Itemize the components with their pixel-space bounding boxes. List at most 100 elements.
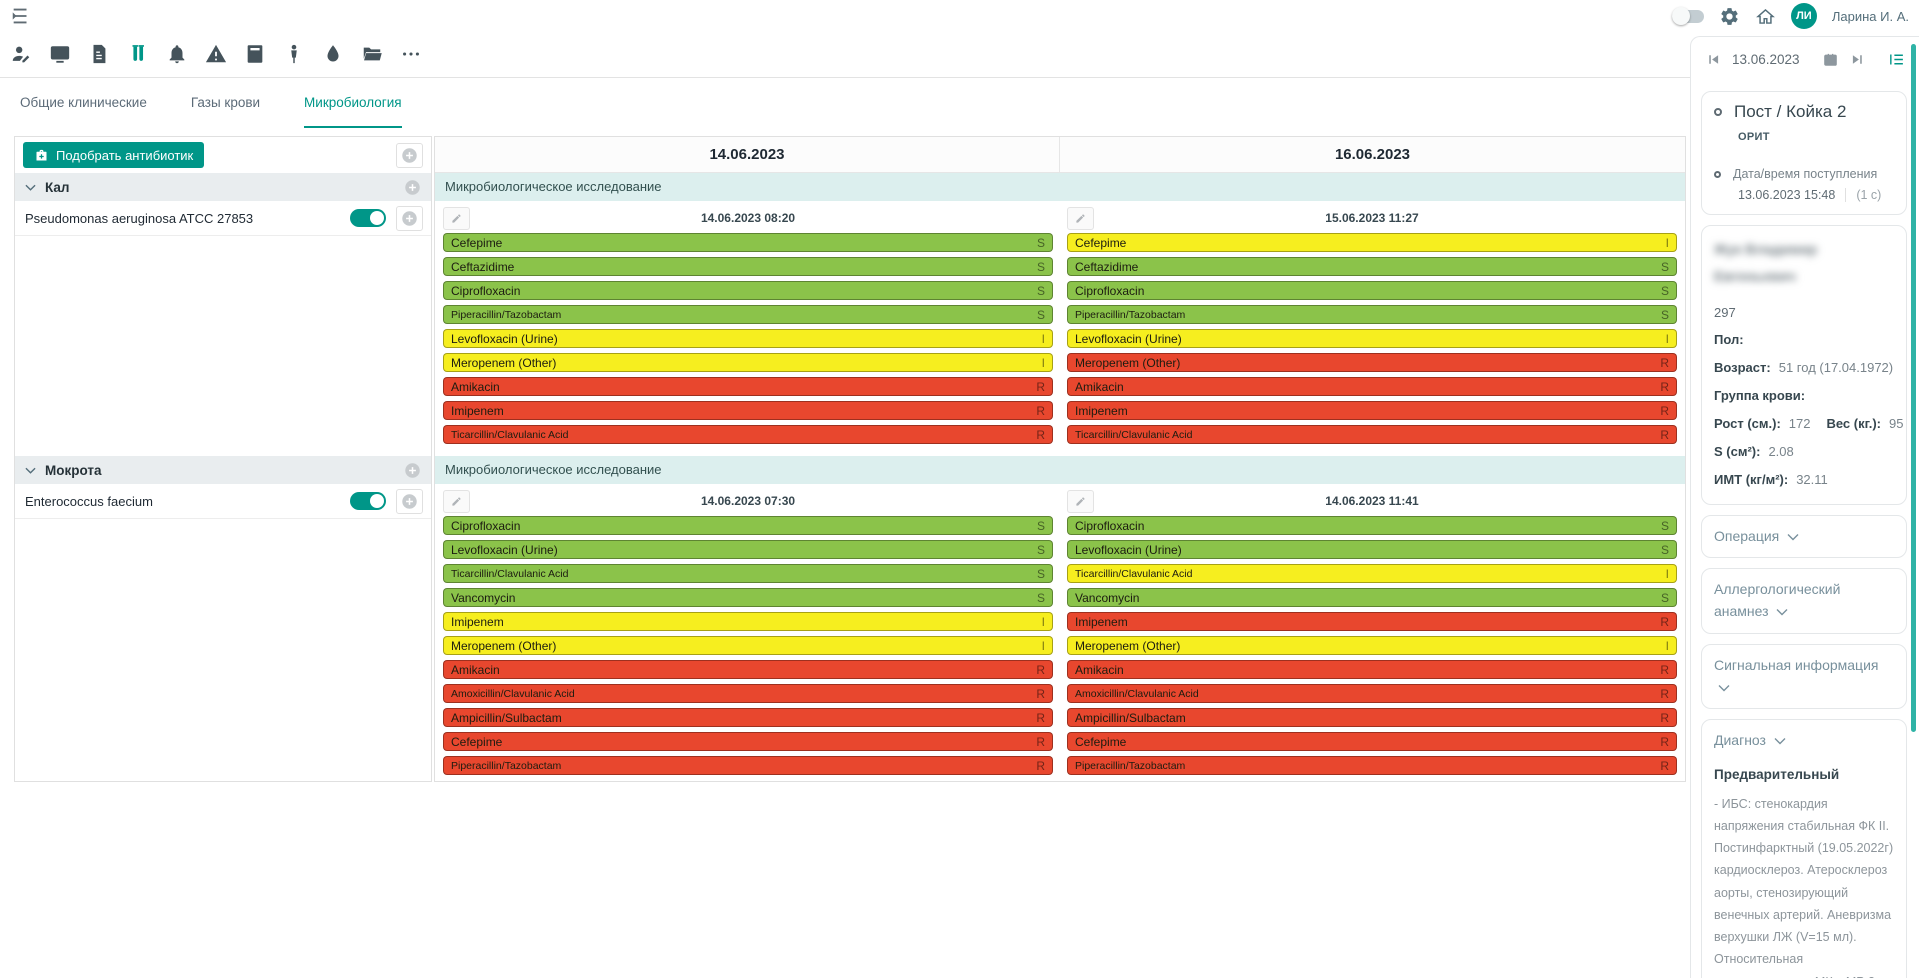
antibiotic-result-row[interactable]: Meropenem (Other) I xyxy=(1067,636,1677,655)
antibiotic-result-row[interactable]: Ciprofloxacin S xyxy=(443,516,1053,535)
tab-general-clinical[interactable]: Общие клинические xyxy=(20,94,147,110)
edit-observation-button[interactable] xyxy=(1067,489,1094,513)
settings-gear-icon[interactable] xyxy=(1719,6,1740,27)
edit-observation-button[interactable] xyxy=(443,489,470,513)
antibiotic-result-row[interactable]: Piperacillin/Tazobactam S xyxy=(1067,305,1677,324)
timeline-list-icon[interactable] xyxy=(1888,51,1905,68)
select-antibiotic-button[interactable]: Подобрать антибиотик xyxy=(23,142,205,168)
antibiotic-result-row[interactable]: Cefepime R xyxy=(443,732,1053,751)
folder-icon[interactable] xyxy=(361,43,383,65)
edit-observation-button[interactable] xyxy=(443,206,470,230)
section-title: Аллергологический анамнез xyxy=(1714,581,1841,619)
group-header-sputum[interactable]: Мокрота xyxy=(15,456,431,484)
organisms-panel: Подобрать антибиотик Кал Pseudomonas aer… xyxy=(14,136,432,782)
calculator-icon[interactable] xyxy=(244,43,266,65)
antibiotic-result-row[interactable]: Levofloxacin (Urine) S xyxy=(443,540,1053,559)
antibiotic-result-row[interactable]: Ciprofloxacin S xyxy=(1067,281,1677,300)
antibiotic-result-row[interactable]: Vancomycin S xyxy=(443,588,1053,607)
section-operation[interactable]: Операция xyxy=(1701,514,1907,559)
organism-toggle[interactable] xyxy=(350,209,386,227)
user-name[interactable]: Ларина И. А. xyxy=(1831,8,1909,24)
user-avatar[interactable]: ЛИ xyxy=(1790,3,1817,29)
home-icon[interactable] xyxy=(1755,6,1776,27)
antibiotic-result-row[interactable]: Cefepime S xyxy=(443,233,1053,252)
antibiotic-result-row[interactable]: Ceftazidime S xyxy=(1067,257,1677,276)
antibiotic-result-row[interactable]: Ciprofloxacin S xyxy=(443,281,1053,300)
tab-microbiology[interactable]: Микробиология xyxy=(304,78,402,128)
antibiotic-result-row[interactable]: Amikacin R xyxy=(443,660,1053,679)
patient-sidebar: 13.06.2023 Пост / Койка 2 ОРИТ Дата/врем… xyxy=(1690,36,1919,978)
patient-icon[interactable] xyxy=(283,43,305,65)
antibiotic-result-row[interactable]: Levofloxacin (Urine) I xyxy=(1067,329,1677,348)
prescription-document-icon[interactable] xyxy=(88,43,110,65)
microbiology-results-table: 14.06.2023 16.06.2023 Микробиологическое… xyxy=(434,136,1686,782)
antibiotic-result-row[interactable]: Ceftazidime S xyxy=(443,257,1053,276)
skip-previous-icon[interactable] xyxy=(1705,51,1722,68)
antibiotic-result-row[interactable]: Meropenem (Other) I xyxy=(443,353,1053,372)
antibiotic-result-row[interactable]: Piperacillin/Tazobactam R xyxy=(1067,756,1677,775)
patient-field-row: Рост (см.): 172 Вес (кг.): 95 xyxy=(1714,410,1903,438)
sir-result: I xyxy=(1665,566,1669,581)
antibiotic-result-row[interactable]: Ampicillin/Sulbactam R xyxy=(443,708,1053,727)
antibiotic-result-row[interactable]: Amoxicillin/Clavulanic Acid R xyxy=(443,684,1053,703)
panel-add-button[interactable] xyxy=(396,142,423,168)
sir-result: S xyxy=(1036,259,1045,274)
antibiotic-result-row[interactable]: Ticarcillin/Clavulanic Acid R xyxy=(443,425,1053,444)
group-add-button[interactable] xyxy=(404,179,421,196)
antibiotic-result-row[interactable]: Ticarcillin/Clavulanic Acid S xyxy=(443,564,1053,583)
antibiotic-result-row[interactable]: Piperacillin/Tazobactam R xyxy=(443,756,1053,775)
header-toggle[interactable] xyxy=(1671,7,1704,25)
chevron-down-icon xyxy=(1787,533,1799,541)
antibiotic-result-row[interactable]: Amikacin R xyxy=(1067,377,1677,396)
bell-icon[interactable] xyxy=(166,43,188,65)
warning-triangle-icon[interactable] xyxy=(205,43,227,65)
first-aid-kit-icon xyxy=(36,149,47,160)
antibiotic-result-row[interactable]: Imipenem R xyxy=(1067,612,1677,631)
antibiotic-result-row[interactable]: Amikacin R xyxy=(1067,660,1677,679)
section-allergy-history[interactable]: Аллергологический анамнез xyxy=(1701,568,1907,634)
tab-blood-gases[interactable]: Газы крови xyxy=(190,94,261,110)
antibiotic-result-row[interactable]: Meropenem (Other) I xyxy=(443,636,1053,655)
antibiotic-result-row[interactable]: Ticarcillin/Clavulanic Acid I xyxy=(1067,564,1677,583)
organism-add-button[interactable] xyxy=(396,205,423,231)
menu-open-icon[interactable] xyxy=(10,5,32,27)
antibiotic-result-row[interactable]: Vancomycin S xyxy=(1067,588,1677,607)
calendar-icon[interactable] xyxy=(1822,51,1839,68)
organism-add-button[interactable] xyxy=(396,488,423,514)
antibiotic-result-row[interactable]: Levofloxacin (Urine) S xyxy=(1067,540,1677,559)
group-header-stool[interactable]: Кал xyxy=(15,173,431,201)
organism-toggle[interactable] xyxy=(350,492,386,510)
antibiotic-result-row[interactable]: Piperacillin/Tazobactam S xyxy=(443,305,1053,324)
antibiotic-result-row[interactable]: Imipenem R xyxy=(1067,401,1677,420)
antibiotic-result-row[interactable]: Imipenem R xyxy=(443,401,1053,420)
group-add-button[interactable] xyxy=(404,462,421,479)
skip-next-icon[interactable] xyxy=(1849,51,1866,68)
antibiotic-name: Ciprofloxacin xyxy=(451,518,521,533)
edit-observation-button[interactable] xyxy=(1067,206,1094,230)
more-icon[interactable] xyxy=(400,43,422,65)
antibiotic-result-row[interactable]: Ticarcillin/Clavulanic Acid R xyxy=(1067,425,1677,444)
antibiotic-name: Amoxicillin/Clavulanic Acid xyxy=(451,687,575,700)
antibiotic-name: Ciprofloxacin xyxy=(1075,518,1145,533)
antibiotic-result-row[interactable]: Cefepime R xyxy=(1067,732,1677,751)
sir-result: R xyxy=(1036,686,1045,701)
antibiotic-result-row[interactable]: Ampicillin/Sulbactam R xyxy=(1067,708,1677,727)
antibiotic-name: Ticarcillin/Clavulanic Acid xyxy=(1075,428,1193,441)
vertical-scrollbar[interactable] xyxy=(1911,44,1916,732)
monitor-icon[interactable] xyxy=(49,43,71,65)
sir-result: I xyxy=(1041,614,1045,629)
test-tubes-icon[interactable] xyxy=(127,43,149,65)
user-edit-icon[interactable] xyxy=(10,43,32,65)
antibiotic-result-row[interactable]: Amoxicillin/Clavulanic Acid R xyxy=(1067,684,1677,703)
section-diagnosis[interactable]: Диагноз xyxy=(1714,730,1894,752)
drop-icon[interactable] xyxy=(322,43,344,65)
post-bed-title[interactable]: Пост / Койка 2 xyxy=(1734,102,1847,121)
antibiotic-result-row[interactable]: Amikacin R xyxy=(443,377,1053,396)
antibiotic-result-row[interactable]: Imipenem I xyxy=(443,612,1053,631)
section-signal-info[interactable]: Сигнальная информация xyxy=(1701,643,1907,710)
antibiotic-result-row[interactable]: Cefepime I xyxy=(1067,233,1677,252)
selected-date[interactable]: 13.06.2023 xyxy=(1732,51,1800,67)
antibiotic-result-row[interactable]: Meropenem (Other) R xyxy=(1067,353,1677,372)
antibiotic-result-row[interactable]: Ciprofloxacin S xyxy=(1067,516,1677,535)
antibiotic-result-row[interactable]: Levofloxacin (Urine) I xyxy=(443,329,1053,348)
